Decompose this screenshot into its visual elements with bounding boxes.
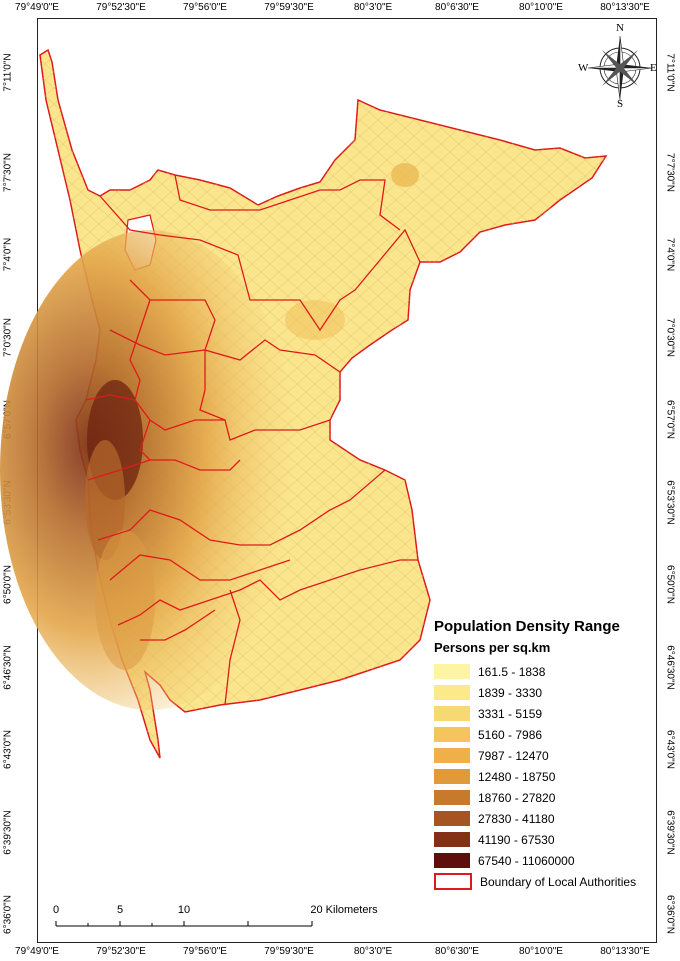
longitude-tick: 80°6'30"E [435, 946, 479, 957]
legend-swatch [434, 748, 470, 763]
legend-class-label: 41190 - 67530 [478, 832, 555, 847]
longitude-tick: 79°52'30"E [96, 946, 146, 957]
legend-boundary-row: Boundary of Local Authorities [428, 871, 656, 892]
legend-swatch [434, 664, 470, 679]
legend-class-row: 3331 - 5159 [428, 703, 656, 724]
legend-class-label: 27830 - 41180 [478, 811, 555, 826]
compass-south: S [617, 98, 624, 110]
legend-swatch [434, 727, 470, 742]
scale-label-10: 10 [177, 904, 191, 916]
legend-class-label: 67540 - 11060000 [478, 853, 575, 868]
longitude-tick: 80°3'0"E [353, 2, 393, 13]
legend-class-row: 1839 - 3330 [428, 682, 656, 703]
legend-class-label: 7987 - 12470 [478, 748, 549, 763]
legend-class-row: 41190 - 67530 [428, 829, 656, 850]
longitude-tick: 80°13'30"E [600, 2, 650, 13]
legend-swatch [434, 832, 470, 847]
longitude-tick: 80°10'0"E [519, 946, 563, 957]
local-authority-boundaries [85, 174, 421, 706]
longitude-tick: 79°59'30"E [264, 2, 314, 13]
longitude-tick: 79°49'0"E [15, 946, 59, 957]
scale-bar-graphic [55, 921, 313, 927]
legend-swatch [434, 685, 470, 700]
compass-rose-icon [587, 35, 653, 101]
legend-subtitle: Persons per sq.km [434, 640, 551, 655]
legend-swatch [434, 811, 470, 826]
compass-north: N [616, 22, 624, 34]
compass-west: W [578, 62, 589, 74]
legend-class-row: 18760 - 27820 [428, 787, 656, 808]
longitude-tick: 80°3'0"E [353, 946, 393, 957]
dense-core [0, 230, 300, 710]
legend-class-label: 161.5 - 1838 [478, 664, 546, 679]
legend-class-row: 5160 - 7986 [428, 724, 656, 745]
longitude-tick: 79°49'0"E [15, 2, 59, 13]
longitude-tick: 80°13'30"E [600, 946, 650, 957]
legend-swatch [434, 769, 470, 784]
legend-class-label: 5160 - 7986 [478, 727, 543, 742]
longitude-tick: 79°56'0"E [183, 2, 227, 13]
legend-class-label: 18760 - 27820 [478, 790, 556, 805]
scale-bar: 0 5 10 20 Kilometers [52, 904, 392, 934]
legend-class-label: 3331 - 5159 [478, 706, 543, 721]
legend-class-label: 1839 - 3330 [478, 685, 543, 700]
scale-label-20: 20 Kilometers [310, 904, 378, 916]
longitude-tick: 80°10'0"E [519, 2, 563, 13]
longitude-tick: 79°56'0"E [183, 946, 227, 957]
north-arrow: N S E W [578, 22, 660, 110]
legend-class-row: 7987 - 12470 [428, 745, 656, 766]
scale-label-5: 5 [116, 904, 124, 916]
boundary-swatch [434, 873, 472, 890]
compass-east: E [650, 62, 657, 74]
legend-class-row: 12480 - 18750 [428, 766, 656, 787]
legend-swatch [434, 706, 470, 721]
legend-class-row: 27830 - 41180 [428, 808, 656, 829]
legend-classes: 161.5 - 1838 1839 - 3330 3331 - 5159 5160 -… [428, 661, 656, 871]
legend-class-row: 67540 - 11060000 [428, 850, 656, 871]
legend-swatch [434, 790, 470, 805]
legend-class-row: 161.5 - 1838 [428, 661, 656, 682]
longitude-tick: 80°6'30"E [435, 2, 479, 13]
legend-class-label: 12480 - 18750 [478, 769, 556, 784]
legend-swatch [434, 853, 470, 868]
legend-title: Population Density Range [434, 618, 620, 635]
longitude-tick: 79°52'30"E [96, 2, 146, 13]
legend: Population Density Range Persons per sq.… [428, 618, 656, 892]
boundary-label: Boundary of Local Authorities [480, 874, 637, 889]
longitude-tick: 79°59'30"E [264, 946, 314, 957]
scale-label-0: 0 [52, 904, 60, 916]
